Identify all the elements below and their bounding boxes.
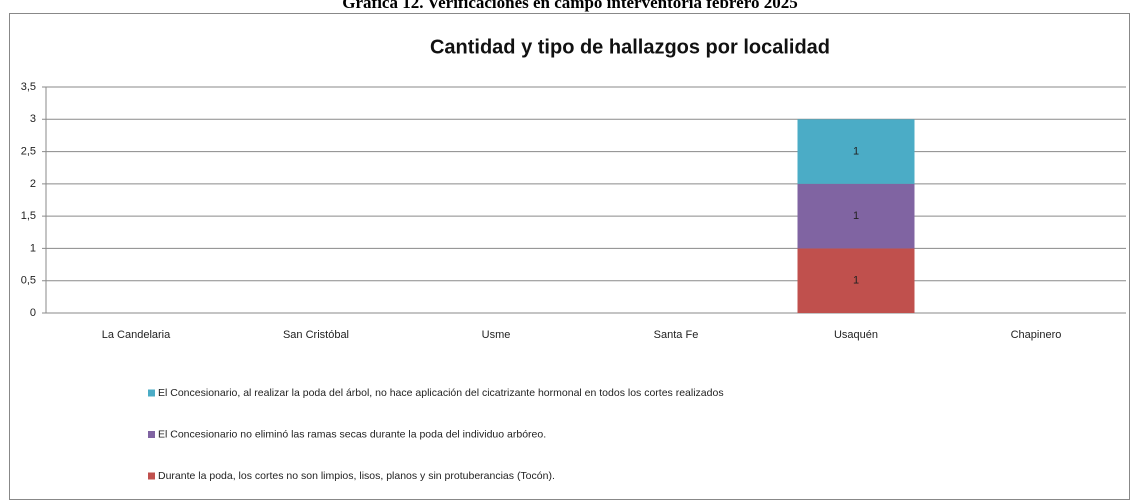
- bar-segment: [797, 248, 915, 313]
- x-tick-label: La Candelaria: [102, 329, 171, 341]
- y-tick-label: 3: [30, 113, 36, 125]
- y-tick-label: 2: [30, 178, 36, 190]
- y-tick-label: 2,5: [21, 145, 36, 157]
- y-tick-label: 1: [30, 242, 36, 254]
- data-label: 1: [853, 275, 859, 287]
- legend-swatch: [148, 472, 155, 480]
- y-tick-label: 3,5: [21, 81, 36, 93]
- data-label: 1: [853, 210, 859, 222]
- x-tick-label: Santa Fe: [654, 329, 699, 341]
- caption: Gráfica 12. Verificaciones en campo inte…: [342, 0, 797, 12]
- bar-segment: [797, 119, 915, 184]
- data-label: 1: [853, 145, 859, 157]
- x-tick-label: Chapinero: [1011, 329, 1062, 341]
- x-tick-label: Usme: [482, 329, 511, 341]
- legend-label: El Concesionario, al realizar la poda de…: [158, 387, 724, 399]
- y-tick-label: 0,5: [21, 275, 36, 287]
- legend-label: El Concesionario no eliminó las ramas se…: [158, 428, 546, 440]
- chart-frame: [9, 13, 1130, 500]
- legend-label: Durante la poda, los cortes no son limpi…: [158, 470, 555, 482]
- chart-title: Cantidad y tipo de hallazgos por localid…: [430, 36, 830, 58]
- x-tick-label: San Cristóbal: [283, 329, 349, 341]
- bar-segment: [797, 183, 915, 249]
- y-tick-label: 1,5: [21, 210, 36, 222]
- x-tick-label: Usaquén: [834, 329, 878, 341]
- legend-swatch: [148, 431, 155, 438]
- legend-swatch: [148, 389, 155, 397]
- y-tick-label: 0: [30, 307, 36, 319]
